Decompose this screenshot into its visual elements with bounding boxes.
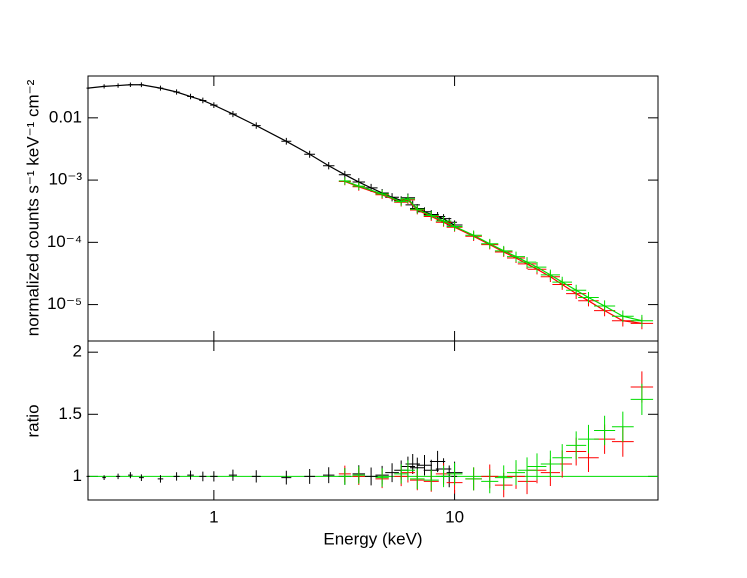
data-point [400, 194, 416, 204]
data-point [465, 467, 482, 491]
data-point [435, 465, 452, 488]
data-point [540, 269, 560, 281]
data-point [540, 450, 560, 478]
data-point [116, 473, 121, 480]
data-point [102, 475, 106, 481]
data-point [128, 82, 133, 88]
data-point [187, 470, 194, 480]
data-point [128, 472, 133, 479]
data-point [304, 150, 316, 158]
plot-frame [87, 340, 659, 501]
data-point [352, 182, 366, 191]
data-point [611, 411, 634, 442]
data-point [251, 470, 261, 483]
data-point [507, 251, 526, 262]
y-tick-label: 0.01 [49, 107, 82, 126]
y-tick-label: 1.5 [58, 404, 82, 423]
x-tick-label: 1 [209, 507, 218, 526]
data-point [630, 383, 654, 415]
data-point [423, 211, 439, 220]
data-point [394, 464, 409, 484]
data-point [517, 457, 537, 483]
data-point [138, 474, 144, 481]
y-tick-label: 2 [73, 342, 82, 361]
data-point [375, 189, 389, 198]
y-tick-label: 1 [73, 466, 82, 485]
data-point [86, 474, 90, 479]
data-point [338, 177, 351, 185]
data-point [338, 468, 351, 485]
data-point [281, 470, 292, 485]
y-tick-label: 10⁻³ [48, 170, 82, 189]
data-point [364, 467, 378, 486]
data-point [210, 102, 218, 109]
y-axis-label: normalized counts s⁻¹ keV⁻¹ cm⁻² [23, 79, 42, 336]
data-point [446, 462, 463, 485]
data-point [481, 469, 499, 494]
data-point [281, 137, 292, 145]
data-point [228, 469, 237, 481]
data-point [251, 122, 261, 129]
data-point [527, 453, 547, 480]
data-point [552, 276, 573, 288]
data-point [578, 291, 599, 304]
data-point [173, 472, 180, 481]
data-point [352, 466, 366, 484]
data-point [157, 475, 164, 483]
data-point [375, 468, 389, 487]
data-point [410, 204, 425, 214]
data-point [494, 465, 513, 490]
data-point [594, 415, 616, 446]
data-point [552, 444, 573, 472]
data-point [566, 284, 587, 296]
x-axis-label: Energy (keV) [323, 529, 422, 548]
data-point [594, 300, 616, 312]
y-axis-label: ratio [23, 404, 42, 437]
series-line [344, 180, 643, 322]
y-tick-label: 10⁻⁵ [47, 294, 82, 313]
data-point [611, 310, 634, 322]
data-point [630, 314, 654, 327]
data-point [385, 463, 399, 483]
data-point [210, 471, 218, 482]
data-point [494, 245, 513, 256]
data-point [435, 216, 452, 226]
data-point [527, 261, 547, 273]
data-point [481, 238, 499, 249]
data-point [507, 460, 526, 486]
plot-frame [87, 75, 659, 342]
data-point [173, 89, 180, 95]
data-point [322, 467, 335, 484]
data-point [304, 468, 316, 484]
x-tick-label: 10 [445, 507, 464, 526]
data-point [410, 468, 425, 489]
data-point [199, 471, 207, 482]
data-point [517, 257, 537, 268]
data-point [187, 93, 194, 100]
data-point [138, 82, 144, 88]
data-point [102, 84, 106, 89]
data-point [116, 83, 121, 88]
data-point [446, 221, 463, 232]
data-point [400, 460, 416, 481]
data-point [228, 111, 237, 118]
data-point [578, 424, 599, 454]
series-line [87, 84, 455, 226]
data-point [157, 85, 164, 91]
data-point [86, 86, 90, 91]
data-point [465, 230, 482, 240]
data-point [566, 431, 587, 460]
data-point [199, 97, 207, 104]
data-point [423, 469, 439, 491]
data-point [322, 162, 335, 170]
y-tick-label: 10⁻⁴ [47, 232, 82, 251]
data-point [417, 454, 432, 476]
